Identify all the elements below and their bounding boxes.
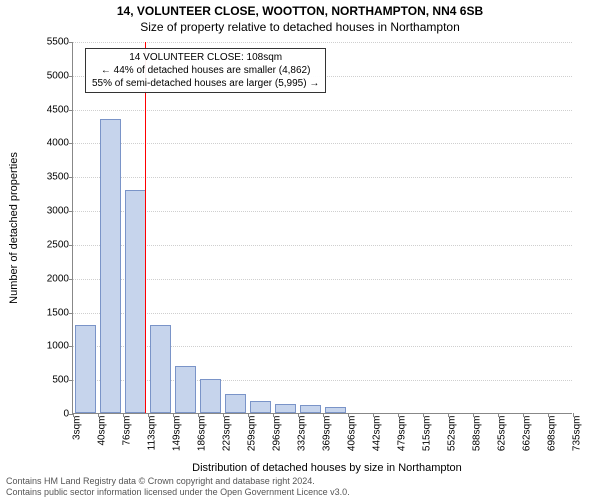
histogram-bar — [275, 404, 296, 413]
ytick-label: 1000 — [31, 341, 69, 352]
histogram-bar — [250, 401, 271, 413]
xtick-label: 76sqm — [122, 416, 133, 446]
xtick-label: 3sqm — [72, 416, 83, 440]
histogram-bar — [325, 407, 346, 413]
xtick-label: 259sqm — [247, 416, 258, 452]
xtick-label: 735sqm — [572, 416, 583, 452]
ytick-mark — [69, 313, 73, 314]
ytick-mark — [69, 279, 73, 280]
ytick-label: 2500 — [31, 239, 69, 250]
ytick-mark — [69, 42, 73, 43]
ytick-mark — [69, 110, 73, 111]
xtick-label: 625sqm — [497, 416, 508, 452]
ytick-mark — [69, 177, 73, 178]
histogram-bar — [100, 119, 121, 413]
annotation-line2: ← 44% of detached houses are smaller (4,… — [92, 64, 319, 77]
ytick-label: 4000 — [31, 138, 69, 149]
ytick-label: 0 — [31, 409, 69, 420]
gridline — [73, 346, 572, 347]
xtick-label: 186sqm — [197, 416, 208, 452]
gridline — [73, 279, 572, 280]
gridline — [73, 177, 572, 178]
xtick-label: 698sqm — [547, 416, 558, 452]
ytick-mark — [69, 245, 73, 246]
gridline — [73, 42, 572, 43]
xtick-label: 588sqm — [472, 416, 483, 452]
marker-annotation: 14 VOLUNTEER CLOSE: 108sqm ← 44% of deta… — [85, 48, 326, 93]
xtick-label: 149sqm — [172, 416, 183, 452]
marker-line — [145, 42, 146, 413]
y-axis-label: Number of detached properties — [8, 152, 20, 304]
ytick-label: 5500 — [31, 37, 69, 48]
x-axis-label: Distribution of detached houses by size … — [192, 462, 462, 474]
histogram-bar — [150, 325, 171, 413]
histogram-bar — [200, 379, 221, 413]
ytick-label: 5000 — [31, 70, 69, 81]
histogram-bar — [225, 394, 246, 413]
gridline — [73, 313, 572, 314]
xtick-label: 406sqm — [347, 416, 358, 452]
attribution: Contains HM Land Registry data © Crown c… — [6, 476, 350, 498]
ytick-mark — [69, 380, 73, 381]
gridline — [73, 245, 572, 246]
xtick-label: 442sqm — [372, 416, 383, 452]
ytick-label: 3000 — [31, 206, 69, 217]
xtick-label: 113sqm — [147, 416, 158, 451]
xtick-label: 296sqm — [272, 416, 283, 452]
histogram-bar — [300, 405, 321, 413]
ytick-label: 1500 — [31, 307, 69, 318]
xtick-label: 369sqm — [322, 416, 333, 452]
ytick-mark — [69, 143, 73, 144]
plot-area: 0500100015002000250030003500400045005000… — [72, 42, 572, 414]
xtick-label: 479sqm — [397, 416, 408, 452]
ytick-label: 4500 — [31, 104, 69, 115]
chart-container: 14, VOLUNTEER CLOSE, WOOTTON, NORTHAMPTO… — [0, 0, 600, 500]
ytick-mark — [69, 76, 73, 77]
xtick-label: 40sqm — [97, 416, 108, 446]
gridline — [73, 211, 572, 212]
annotation-line1: 14 VOLUNTEER CLOSE: 108sqm — [92, 51, 319, 64]
ytick-label: 3500 — [31, 172, 69, 183]
ytick-label: 500 — [31, 375, 69, 386]
xtick-label: 515sqm — [422, 416, 433, 452]
annotation-line3: 55% of semi-detached houses are larger (… — [92, 77, 319, 90]
gridline — [73, 110, 572, 111]
ytick-mark — [69, 346, 73, 347]
xtick-label: 223sqm — [222, 416, 233, 452]
histogram-bar — [175, 366, 196, 413]
ytick-mark — [69, 211, 73, 212]
xtick-label: 662sqm — [522, 416, 533, 452]
gridline — [73, 143, 572, 144]
xtick-label: 332sqm — [297, 416, 308, 452]
ytick-label: 2000 — [31, 273, 69, 284]
xtick-label: 552sqm — [447, 416, 458, 452]
chart-subtitle: Size of property relative to detached ho… — [0, 20, 600, 36]
attribution-line2: Contains public sector information licen… — [6, 487, 350, 498]
gridline — [73, 380, 572, 381]
histogram-bar — [125, 190, 146, 413]
attribution-line1: Contains HM Land Registry data © Crown c… — [6, 476, 350, 487]
chart-title: 14, VOLUNTEER CLOSE, WOOTTON, NORTHAMPTO… — [0, 0, 600, 20]
histogram-bar — [75, 325, 96, 413]
